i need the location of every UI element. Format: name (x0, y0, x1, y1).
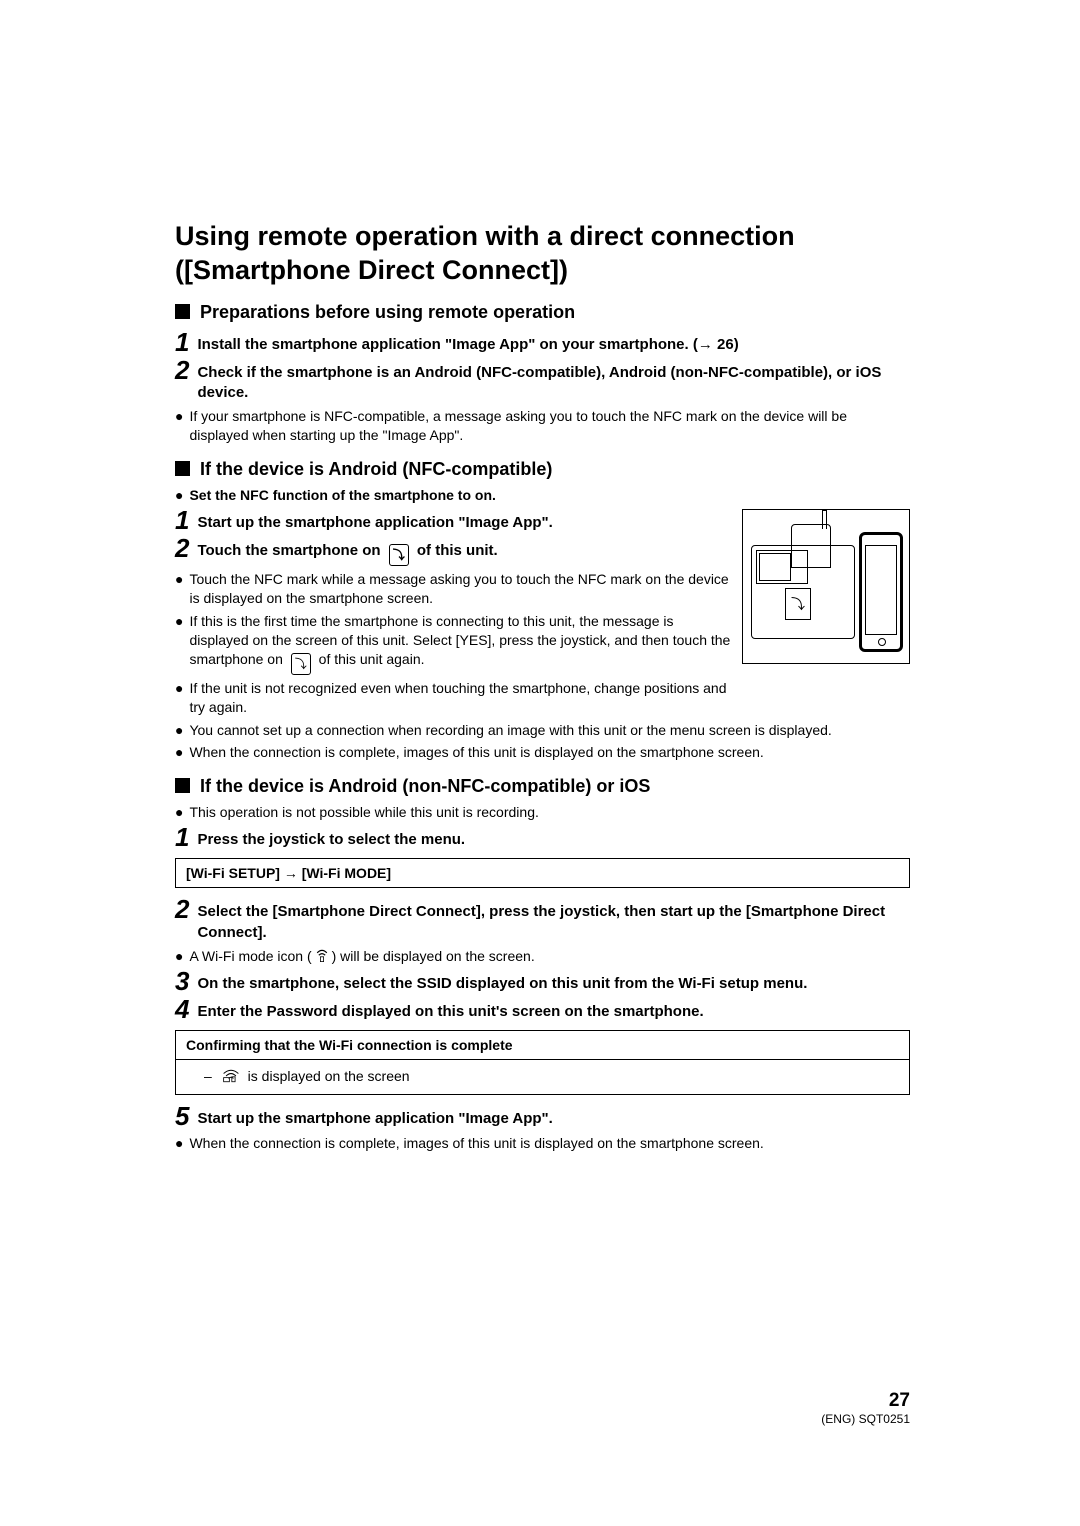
bullet-text: Set the NFC function of the smartphone t… (189, 486, 495, 505)
camera-screen-inner (759, 553, 791, 581)
step-text: Start up the smartphone application "Ima… (197, 507, 552, 533)
step2-part-b: of this unit. (413, 542, 498, 559)
bullet: ● A Wi-Fi mode icon ( ) will be displayed… (175, 947, 910, 966)
bullet: ● This operation is not possible while t… (175, 803, 910, 822)
non-step-5: 5 Start up the smartphone application "I… (175, 1103, 910, 1129)
wifi-mode-icon (314, 949, 330, 963)
bullet-text: Touch the NFC mark while a message askin… (189, 570, 732, 608)
bullet-icon: ● (175, 679, 183, 698)
prep-title: Preparations before using remote operati… (200, 302, 575, 322)
bullet: ● When the connection is complete, image… (175, 743, 910, 762)
bullet-text: If your smartphone is NFC-compatible, a … (189, 407, 910, 445)
bullet-icon: ● (175, 1134, 183, 1153)
step-number: 4 (175, 996, 189, 1022)
nfc-mark-icon: ⤵ (785, 588, 811, 620)
step-text: Start up the smartphone application "Ima… (197, 1103, 552, 1129)
nfc-step-2: 2 Touch the smartphone on ⤵ of this unit… (175, 535, 732, 566)
bullet: ● Set the NFC function of the smartphone… (175, 486, 910, 505)
non-step-4: 4 Enter the Password displayed on this u… (175, 996, 910, 1022)
step-number: 2 (175, 357, 189, 383)
camera-antenna (822, 510, 827, 529)
bullet-icon: ● (175, 803, 183, 822)
bullet-icon: ● (175, 570, 183, 589)
nfc-diagram: ⤵ (742, 509, 910, 664)
bullet-text: If this is the first time the smartphone… (189, 612, 732, 675)
bullet-icon: ● (175, 721, 183, 740)
square-icon (175, 304, 190, 319)
bullet: ● You cannot set up a connection when re… (175, 721, 910, 740)
step-text: Check if the smartphone is an Android (N… (197, 357, 910, 404)
nfc-step-1: 1 Start up the smartphone application "I… (175, 507, 732, 533)
b2ab: ) will be displayed on the screen. (332, 948, 535, 964)
step-text: Select the [Smartphone Direct Connect], … (197, 896, 910, 943)
step-number: 3 (175, 968, 189, 994)
bullet: ● If your smartphone is NFC-compatible, … (175, 407, 910, 445)
confirm-text: is displayed on the screen (244, 1068, 410, 1084)
non-step-2: 2 Select the [Smartphone Direct Connect]… (175, 896, 910, 943)
smartphone (859, 532, 903, 652)
bullet-text: When the connection is complete, images … (189, 1134, 763, 1153)
prep-heading: Preparations before using remote operati… (175, 302, 910, 323)
phone-screen (865, 545, 897, 635)
bullet-icon: ● (175, 743, 183, 762)
b2aa: A Wi-Fi mode icon ( (189, 948, 311, 964)
step-text: Enter the Password displayed on this uni… (197, 996, 703, 1022)
confirm-header: Confirming that the Wi-Fi connection is … (176, 1031, 909, 1060)
bullet-icon: ● (175, 947, 183, 966)
nfc-icon: ⤵ (291, 653, 311, 675)
confirm-box: Confirming that the Wi-Fi connection is … (175, 1030, 910, 1095)
phone-home-icon (878, 638, 886, 646)
step-number: 1 (175, 329, 189, 355)
step-text: Press the joystick to select the menu. (197, 824, 465, 850)
nfc-icon: ⤵ (389, 544, 409, 566)
step-text: Touch the smartphone on ⤵ of this unit. (197, 535, 497, 566)
menu-path-box: [Wi-Fi SETUP] → [Wi-Fi MODE] (175, 858, 910, 888)
android-non-heading: If the device is Android (non-NFC-compat… (175, 776, 910, 797)
bullet: ● If the unit is not recognized even whe… (175, 679, 732, 717)
step-number: 2 (175, 535, 189, 561)
bullet-icon: ● (175, 486, 183, 505)
bullet-text: You cannot set up a connection when reco… (189, 721, 831, 740)
bullet-icon: ● (175, 407, 183, 426)
bullet-text: When the connection is complete, images … (189, 743, 763, 762)
page-number: 27 (821, 1390, 910, 1412)
step-number: 1 (175, 824, 189, 850)
bullet-icon: ● (175, 612, 183, 631)
prep-step-2: 2 Check if the smartphone is an Android … (175, 357, 910, 404)
bullet-text: A Wi-Fi mode icon ( ) will be displayed o… (189, 947, 534, 966)
main-heading: Using remote operation with a direct con… (175, 220, 910, 288)
b2b: of this unit again. (315, 651, 425, 667)
page-footer: 27 (ENG) SQT0251 (821, 1390, 910, 1426)
step-text: On the smartphone, select the SSID displ… (197, 968, 807, 994)
square-icon (175, 461, 190, 476)
android-non-title: If the device is Android (non-NFC-compat… (200, 776, 650, 796)
bullet: ● If this is the first time the smartpho… (175, 612, 732, 675)
step-text: Install the smartphone application "Imag… (197, 329, 738, 355)
prep-step-1: 1 Install the smartphone application "Im… (175, 329, 910, 355)
doc-id: (ENG) SQT0251 (821, 1412, 910, 1426)
dash-icon: – (204, 1068, 212, 1084)
bullet: ● When the connection is complete, image… (175, 1134, 910, 1153)
b2a: If this is the first time the smartphone… (189, 613, 730, 667)
android-nfc-heading: If the device is Android (NFC-compatible… (175, 459, 910, 480)
bullet: ● Touch the NFC mark while a message ask… (175, 570, 732, 608)
bullet-text: This operation is not possible while thi… (189, 803, 538, 822)
step-number: 5 (175, 1103, 189, 1129)
square-icon (175, 778, 190, 793)
non-step-3: 3 On the smartphone, select the SSID dis… (175, 968, 910, 994)
confirm-body: – is displayed on the screen (176, 1060, 909, 1094)
wifi-connected-icon (222, 1069, 240, 1083)
bullet-text: If the unit is not recognized even when … (189, 679, 732, 717)
step-number: 2 (175, 896, 189, 922)
step2-part-a: Touch the smartphone on (197, 542, 384, 559)
non-step-1: 1 Press the joystick to select the menu. (175, 824, 910, 850)
step-number: 1 (175, 507, 189, 533)
android-nfc-title: If the device is Android (NFC-compatible… (200, 459, 552, 479)
